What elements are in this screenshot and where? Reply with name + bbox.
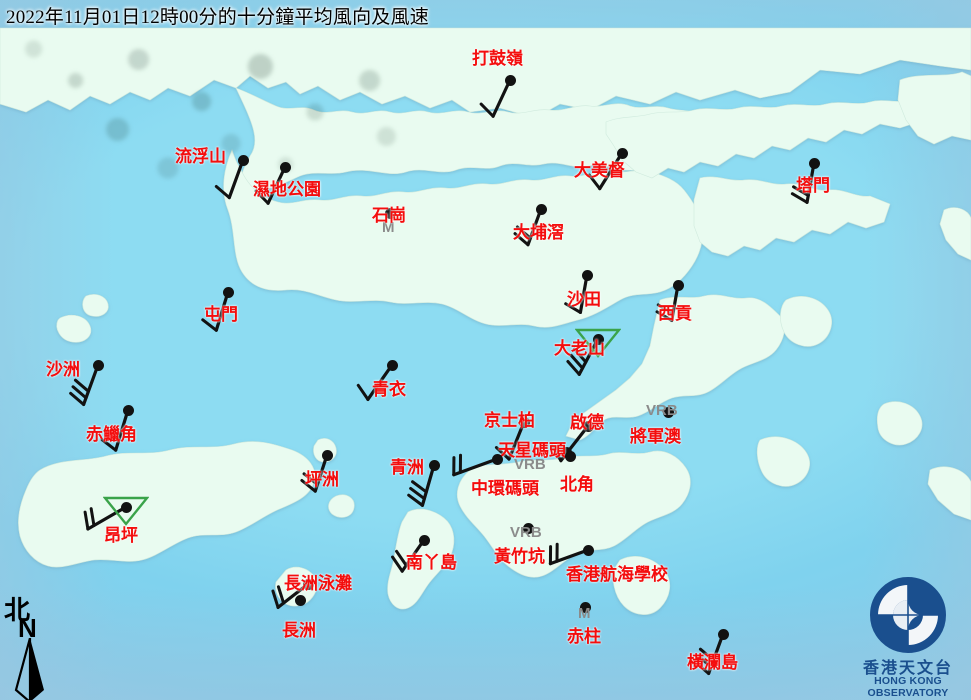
wind-barb-icon	[494, 420, 526, 461]
station-dot	[279, 161, 291, 173]
wind-barb-icon	[694, 632, 725, 676]
station-dot	[582, 420, 594, 432]
wind-barb-icon	[407, 463, 436, 507]
station-name-label: 天星碼頭	[498, 441, 566, 460]
station-name-label: 昂坪	[104, 526, 138, 545]
station-dot	[302, 578, 314, 590]
north-arrow-label-en: N	[18, 613, 37, 643]
station-dot	[386, 359, 398, 371]
station-dot	[294, 594, 306, 606]
station-name-label: 大老山	[554, 339, 605, 358]
station-dot	[579, 601, 591, 613]
wind-barb-icon	[300, 453, 329, 493]
wind-barb-icon	[214, 158, 245, 200]
station-dot	[581, 269, 593, 281]
station-name-label: 青衣	[372, 380, 406, 399]
station-name-label: 大美督	[574, 161, 625, 180]
wind-barb-icon	[69, 363, 100, 407]
wind-barb-icon	[271, 582, 310, 609]
gust-triangle-icon	[103, 496, 149, 526]
station-name-label: 南丫島	[406, 553, 457, 572]
page-title: 2022年11月01日12時00分的十分鐘平均風向及風速	[6, 7, 429, 28]
wind-barb-icon	[564, 273, 589, 315]
station-name-label: 坪洲	[305, 470, 339, 489]
station-name-label: 沙田	[567, 290, 601, 309]
station-name-label: 長洲泳灘	[284, 574, 352, 593]
wind-barb-icon	[548, 542, 590, 566]
station-name-label: 將軍澳	[630, 427, 681, 446]
station-dot	[717, 628, 729, 640]
station-dot	[808, 157, 820, 169]
station-dot	[122, 404, 134, 416]
variable-wind-code: VRB	[514, 456, 546, 473]
hko-logo-label-en: HONG KONG OBSERVATORY	[867, 675, 949, 699]
station-dot	[616, 147, 628, 159]
station-dot	[662, 406, 674, 418]
station-dot	[535, 203, 547, 215]
station-dot	[237, 154, 249, 166]
station-name-label: 沙洲	[46, 360, 80, 379]
north-arrow-label-cn: 北	[4, 596, 31, 625]
wind-barb-icon	[254, 165, 287, 205]
station-name-label: 啟德	[570, 413, 604, 432]
wind-barb-icon	[391, 538, 426, 573]
wind-barb-icon	[479, 78, 512, 118]
station-name-label: 青洲	[390, 458, 424, 477]
station-name-label: 石崗	[372, 206, 406, 225]
station-dot	[582, 544, 594, 556]
station-dot	[491, 453, 503, 465]
station-dot	[522, 522, 534, 534]
wind-barb-icon	[201, 290, 230, 332]
wind-barb-icon	[452, 453, 499, 477]
station-dot	[564, 450, 576, 462]
station-dot	[504, 74, 516, 86]
hko-logo: 香港天文台 HONG KONG OBSERVATORY	[849, 576, 967, 699]
station-dot	[384, 207, 396, 219]
variable-wind-code: VRB	[510, 524, 542, 541]
station-name-label: 北角	[560, 475, 594, 494]
station-name-label: 黃竹坑	[494, 547, 545, 566]
wind-barb-icon	[566, 337, 600, 376]
wind-barb-icon	[513, 207, 543, 247]
station-dot	[321, 449, 333, 461]
station-name-label: 塔門	[796, 176, 830, 195]
station-dot	[120, 501, 132, 513]
compass-needle-icon	[14, 638, 44, 700]
hko-emblem-icon	[870, 577, 946, 653]
variable-wind-code: VRB	[646, 402, 678, 419]
station-name-label: 西貢	[658, 304, 692, 323]
station-dot	[518, 416, 530, 428]
station-name-label: 京士柏	[484, 411, 535, 430]
station-name-label: 橫瀾島	[687, 653, 738, 672]
missing-data-code: M	[578, 605, 591, 622]
station-dot	[92, 359, 104, 371]
station-name-label: 中環碼頭	[471, 479, 539, 498]
station-name-label: 香港航海學校	[566, 565, 668, 584]
wind-barb-icon	[655, 283, 680, 323]
missing-data-code: M	[382, 219, 395, 236]
station-name-label: 大埔滘	[513, 223, 564, 242]
wind-barb-icon	[356, 363, 394, 402]
station-name-label: 赤柱	[567, 627, 601, 646]
station-name-label: 赤鱲角	[86, 425, 137, 444]
gust-triangle-icon	[575, 328, 621, 358]
station-dot	[428, 459, 440, 471]
station-dot	[592, 333, 604, 345]
station-name-label: 打鼓嶺	[472, 49, 523, 68]
station-name-label: 屯門	[204, 305, 238, 324]
wind-barb-icon	[587, 151, 624, 191]
station-dot	[222, 286, 234, 298]
station-name-label: 流浮山	[175, 147, 226, 166]
wind-barb-icon	[100, 408, 130, 452]
station-name-label: 濕地公園	[253, 180, 321, 199]
station-name-label: 長洲	[282, 621, 316, 640]
wind-barb-icon	[790, 161, 816, 204]
wind-barb-icon	[83, 505, 128, 531]
hko-logo-label-cn: 香港天文台	[862, 660, 953, 677]
station-dot	[672, 279, 684, 291]
station-dot	[418, 534, 430, 546]
